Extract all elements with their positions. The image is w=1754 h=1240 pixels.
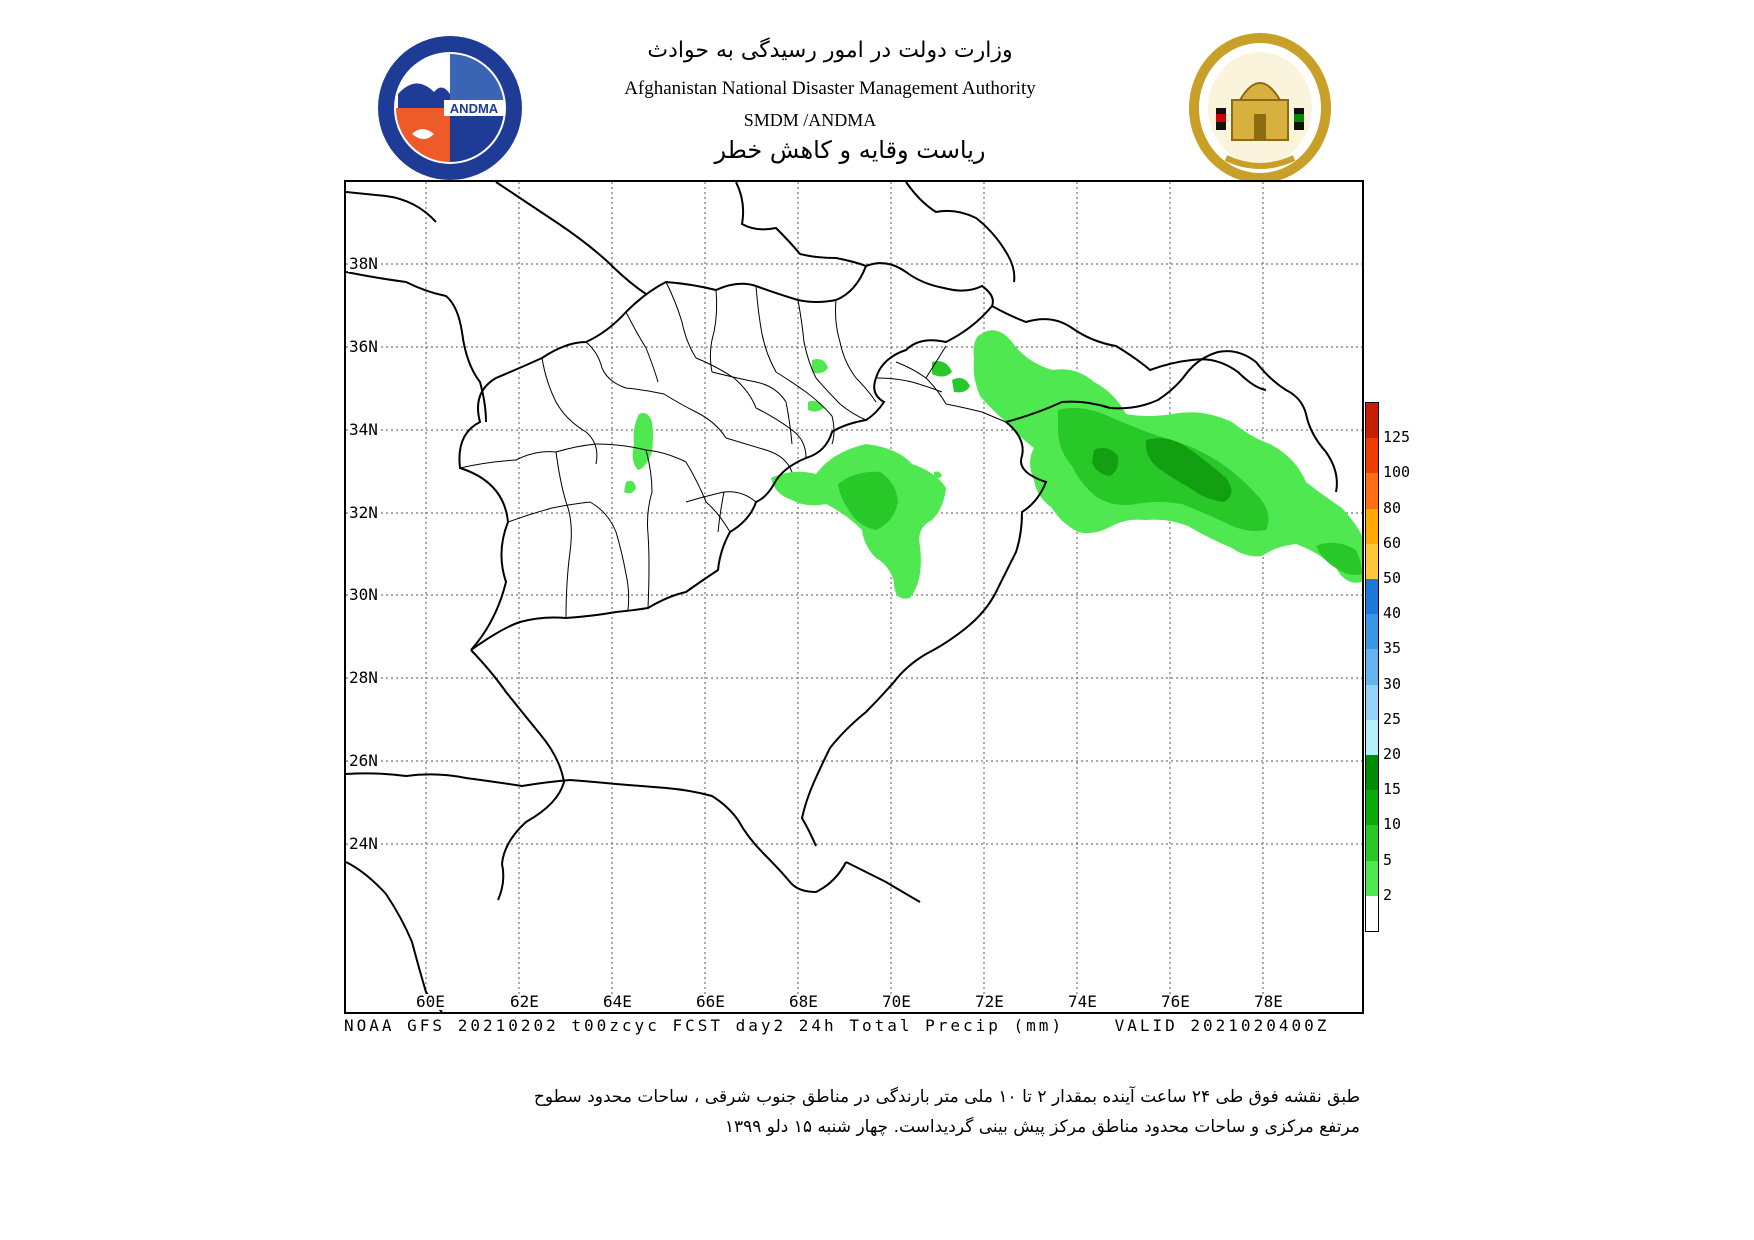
header-title-en: Afghanistan National Disaster Management… xyxy=(624,78,1036,99)
legend-label: 30 xyxy=(1383,674,1402,693)
lat-label: 28N xyxy=(348,668,379,687)
precip-area-central-west-small xyxy=(624,480,636,494)
description-line-1: طبق نقشه فوق طی ۲۴ ساعت آینده بمقدار ۲ ت… xyxy=(533,1087,1360,1107)
legend-swatch xyxy=(1366,579,1378,615)
legend-swatch xyxy=(1366,438,1378,474)
lon-label: 72E xyxy=(974,992,1005,1011)
precip-area-south-east-dark2 xyxy=(1092,448,1119,476)
coast-oman xyxy=(346,861,443,1012)
legend-swatch xyxy=(1366,719,1378,755)
lon-label: 66E xyxy=(695,992,726,1011)
legend-label: 20 xyxy=(1383,745,1402,763)
legend-swatch xyxy=(1366,825,1378,861)
coast-iran-south xyxy=(346,191,437,223)
description-line-2: مرتفع مرکزی و ساحات محدود مناطق مرکز پیش… xyxy=(724,1117,1360,1137)
precip-area-dot-east xyxy=(934,471,942,478)
border-pakistan-india xyxy=(800,421,1048,847)
legend-swatch xyxy=(1366,755,1378,791)
precip-legend: 125 100 80 60 50 40 35 30 25 20 15 10 5 2 xyxy=(1365,402,1415,932)
country-borders xyxy=(346,182,1338,1012)
andma-logo-text: ANDMA xyxy=(450,101,499,116)
map-caption: NOAA GFS 20210202 t00zcyc FCST day2 24h … xyxy=(344,1016,1330,1035)
legend-label: 50 xyxy=(1383,569,1402,587)
map-canvas xyxy=(346,182,1362,1012)
legend-swatch xyxy=(1366,508,1378,544)
border-china xyxy=(991,305,1267,391)
legend-label: 2 xyxy=(1383,885,1393,904)
border-tajik-east xyxy=(905,182,1016,283)
border-india-kashmir xyxy=(1005,373,1187,423)
map-grid xyxy=(346,182,1362,1012)
lat-label: 38N xyxy=(348,254,379,273)
precip-area-tail xyxy=(1316,542,1362,576)
lat-label: 34N xyxy=(348,420,379,439)
border-iran-north xyxy=(346,271,487,423)
legend-label: 15 xyxy=(1383,780,1402,799)
precip-area-small-dot xyxy=(808,400,824,412)
lat-label: 24N xyxy=(348,834,379,853)
afghanistan-emblem xyxy=(1186,30,1334,183)
lat-label: 26N xyxy=(348,751,379,770)
precipitation-map: 38N 36N 34N 32N 30N 28N 26N 24N 60E 62E … xyxy=(344,180,1364,1014)
forecast-description: طبق نقشه فوق طی ۲۴ ساعت آینده بمقدار ۲ ت… xyxy=(360,1082,1360,1142)
legend-label: 5 xyxy=(1383,850,1393,869)
lat-label: 30N xyxy=(348,585,379,604)
lon-label: 62E xyxy=(509,992,540,1011)
legend-label: 80 xyxy=(1383,498,1402,517)
header-title-fa: وزارت دولت در امور رسیدگی به حوادث xyxy=(647,38,1013,63)
legend-swatch xyxy=(1366,543,1378,579)
legend-label: 10 xyxy=(1383,815,1402,834)
lon-label: 76E xyxy=(1160,992,1191,1011)
border-kashmir-north xyxy=(1185,350,1338,493)
legend-swatch xyxy=(1366,649,1378,685)
legend-swatch xyxy=(1366,403,1378,439)
legend-swatch xyxy=(1366,684,1378,720)
lon-label: 64E xyxy=(602,992,633,1011)
border-iran-pakistan xyxy=(470,649,566,901)
border-north-east xyxy=(735,182,867,267)
header-subtitle-en: SMDM /ANDMA xyxy=(743,110,877,130)
header-subtitle-fa: ریاست وقایه و کاهش خطر xyxy=(714,136,986,164)
legend-swatch xyxy=(1366,860,1378,896)
legend-label: 125 xyxy=(1383,428,1411,447)
legend-color-bar xyxy=(1365,402,1379,932)
lon-label: 74E xyxy=(1067,992,1098,1011)
legend-swatch xyxy=(1366,790,1378,826)
legend-label: 100 xyxy=(1383,463,1411,482)
border-north-cis xyxy=(495,182,647,295)
legend-swatch xyxy=(1366,895,1378,931)
andma-logo: ANDMA xyxy=(376,34,524,182)
border-afghanistan xyxy=(458,262,994,651)
precip-area-central-west xyxy=(632,413,653,470)
precip-area-central-east-mid xyxy=(838,471,898,530)
lon-label: 78E xyxy=(1253,992,1284,1011)
lon-label: 60E xyxy=(415,992,446,1011)
lat-label: 32N xyxy=(348,503,379,522)
precip-area-north-central xyxy=(812,359,828,374)
legend-label: 35 xyxy=(1383,639,1402,658)
precip-area-south-east-dark xyxy=(1145,438,1232,502)
precip-areas xyxy=(624,330,1362,599)
legend-label: 40 xyxy=(1383,604,1402,623)
precip-area-north-patch xyxy=(952,378,970,393)
coast-arabian-sea xyxy=(346,772,847,894)
legend-swatch xyxy=(1366,473,1378,509)
legend-swatch xyxy=(1366,614,1378,650)
precip-area-north-patch2 xyxy=(932,361,952,377)
lon-label: 68E xyxy=(788,992,819,1011)
lat-label: 36N xyxy=(348,337,379,356)
legend-label: 25 xyxy=(1383,709,1402,728)
legend-label: 60 xyxy=(1383,533,1402,552)
province-borders xyxy=(459,281,1007,619)
lon-label: 70E xyxy=(881,992,912,1011)
coast-gujarat xyxy=(845,861,921,903)
